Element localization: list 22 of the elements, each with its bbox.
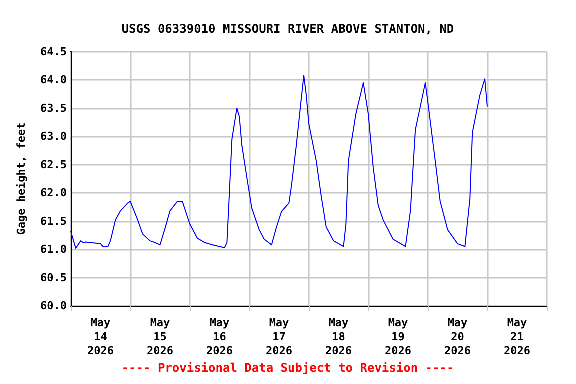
x-tick-label: May 16 2026	[206, 316, 234, 358]
y-tick-label: 60.5	[40, 271, 67, 284]
y-tick-label: 62.5	[40, 158, 67, 172]
x-tick-label: May 21 2026	[504, 316, 531, 358]
y-tick-label: 63.5	[40, 102, 67, 115]
x-tick-label: May 15 2026	[147, 316, 174, 358]
y-tick-label: 63.0	[40, 130, 67, 144]
y-tick-label: 61.5	[40, 214, 67, 228]
x-tick-label: May 17 2026	[266, 316, 293, 358]
y-axis-title: Gage height, feet	[15, 122, 28, 236]
y-tick-label: 61.0	[40, 243, 67, 256]
x-tick-label: May 19 2026	[385, 316, 412, 358]
y-tick-label: 60.0	[40, 300, 67, 312]
x-tick-label: May 20 2026	[444, 316, 472, 358]
y-tick-label: 64.5	[40, 46, 67, 58]
y-tick-label: 64.0	[40, 74, 67, 87]
chart-title: USGS 06339010 MISSOURI RIVER ABOVE STANTON, ND	[122, 22, 454, 36]
text: ---- Provisional Data Subject to Revision ----	[122, 361, 454, 375]
line-series	[70, 75, 488, 249]
y-tick-label: 62.0	[40, 186, 67, 200]
x-tick-label: May 14 2026	[88, 316, 114, 358]
x-tick-label: May 18 2026	[326, 316, 352, 358]
